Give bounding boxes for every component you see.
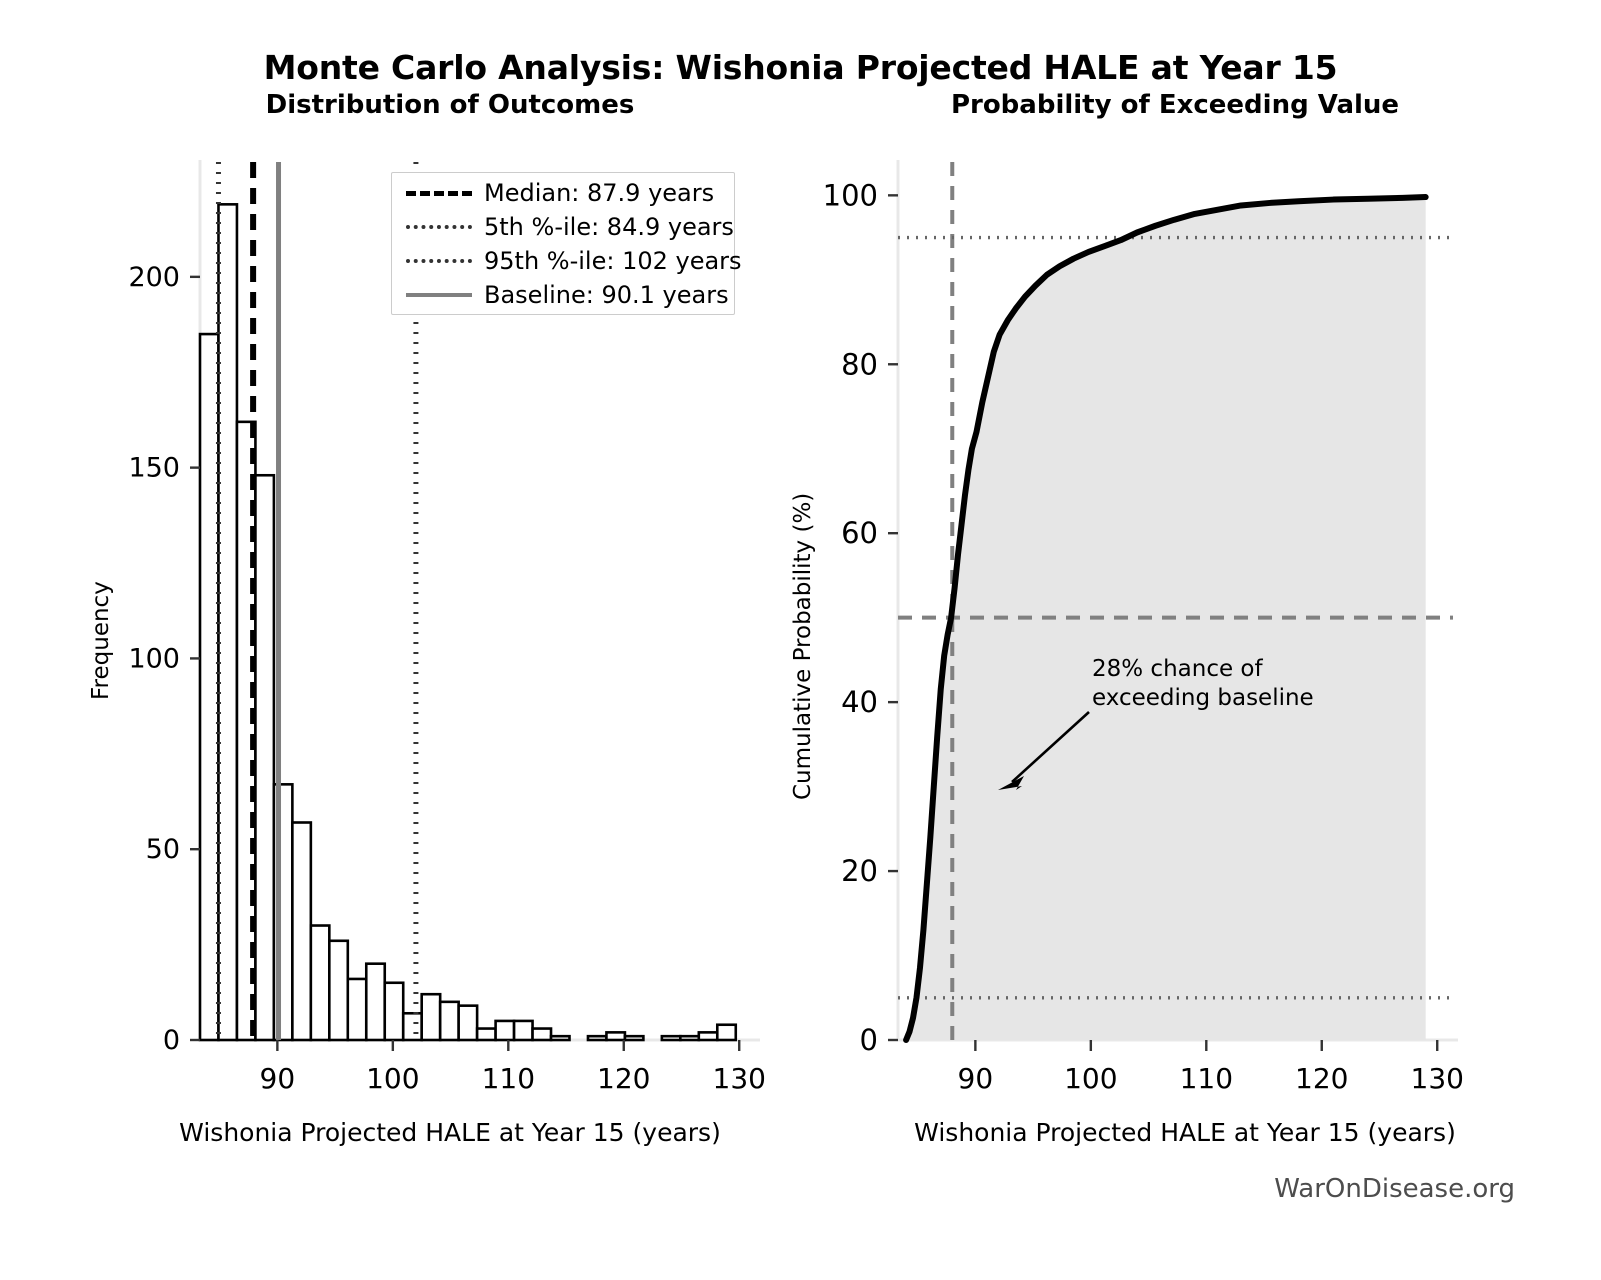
- left-xtick-label: 110: [482, 1062, 535, 1095]
- footer-watermark: WarOnDisease.org: [1274, 1174, 1515, 1204]
- right-ytick-label: 80: [841, 347, 878, 381]
- right-ytick-label: 40: [841, 685, 878, 719]
- left-ytick-label: 150: [128, 453, 180, 484]
- legend-item-baseline: Baseline: 90.1 years: [392, 278, 734, 311]
- left-xlabel: Wishonia Projected HALE at Year 15 (year…: [179, 1118, 721, 1147]
- legend-key-p5-icon: [402, 210, 476, 243]
- left-xtick-label: 120: [597, 1062, 650, 1095]
- histogram-bar: [715, 1023, 738, 1042]
- histogram-bar: [438, 1000, 460, 1042]
- histogram-bar: [198, 332, 220, 1042]
- histogram-bar: [457, 1004, 479, 1042]
- histogram-bar: [217, 203, 239, 1042]
- cdf-annotation-line1: 28% chance of: [1092, 656, 1263, 682]
- left-xtick-label: 100: [366, 1062, 419, 1095]
- left-panel-title: Distribution of Outcomes: [265, 90, 635, 120]
- legend-key-median-icon: [402, 176, 476, 209]
- left-ytick-label: 50: [146, 834, 180, 865]
- histogram-bar: [605, 1031, 627, 1042]
- legend-label-p5: 5th %-ile: 84.9 years: [484, 212, 734, 241]
- left-ylabel: Frequency: [88, 581, 114, 700]
- annotation-arrow-head: [998, 776, 1024, 790]
- legend-label-p95: 95th %-ile: 102 years: [484, 246, 742, 275]
- right-panel-title: Probability of Exceeding Value: [950, 90, 1400, 120]
- legend-item-p95: 95th %-ile: 102 years: [392, 244, 742, 277]
- cdf-annotation: 28% chance of exceeding baseline: [1092, 655, 1314, 713]
- histogram-bar: [586, 1034, 608, 1042]
- right-xtick-label: 90: [958, 1062, 994, 1095]
- annotation-arrow-shaft: [1011, 711, 1090, 783]
- histogram-bar: [494, 1019, 516, 1042]
- right-ytick-label: 100: [823, 178, 878, 212]
- right-xtick-label: 120: [1295, 1062, 1348, 1095]
- histogram-bar: [660, 1034, 682, 1042]
- right-xtick-label: 100: [1064, 1062, 1117, 1095]
- right-xlabel: Wishonia Projected HALE at Year 15 (year…: [914, 1118, 1456, 1147]
- legend-item-median: Median: 87.9 years: [392, 176, 734, 209]
- histogram-bar: [697, 1031, 719, 1042]
- legend-label-median: Median: 87.9 years: [484, 178, 715, 207]
- cdf-annotation-line2: exceeding baseline: [1092, 684, 1314, 711]
- histogram-bar: [309, 924, 331, 1042]
- right-ytick-label: 60: [841, 516, 878, 550]
- right-xtick-label: 110: [1180, 1062, 1233, 1095]
- cdf-curve: [903, 194, 1429, 1043]
- histogram-bar: [346, 977, 368, 1042]
- figure-suptitle: Monte Carlo Analysis: Wishonia Projected…: [263, 48, 1338, 87]
- cdf-annotation-arrow: [998, 711, 1090, 790]
- histogram-bar: [383, 981, 405, 1042]
- left-panel-legend: Median: 87.9 years 5th %-ile: 84.9 years…: [391, 172, 742, 315]
- left-xtick-label: 90: [260, 1062, 296, 1095]
- left-plot-area: 0 50 100 150 200 90 100 110 120 130: [128, 160, 766, 1095]
- histogram-bar: [328, 939, 350, 1042]
- right-ytick-label: 20: [841, 854, 878, 888]
- left-xtick-label: 130: [713, 1062, 766, 1095]
- right-ytick-label: 0: [860, 1023, 878, 1057]
- legend-key-baseline-icon: [402, 278, 476, 311]
- histogram-bar: [291, 821, 313, 1042]
- left-ytick-label: 0: [163, 1025, 180, 1056]
- legend-label-baseline: Baseline: 90.1 years: [484, 280, 729, 309]
- right-xtick-label: 130: [1411, 1062, 1464, 1095]
- histogram-bar: [254, 473, 276, 1042]
- legend-item-p5: 5th %-ile: 84.9 years: [392, 210, 734, 243]
- histogram-bar: [512, 1019, 534, 1042]
- right-plot-area: 0 20 40 60 80 100 90 100 110 120 130: [823, 160, 1464, 1095]
- left-ytick-label: 200: [128, 262, 180, 293]
- histogram-bar: [623, 1034, 645, 1042]
- histogram-bar: [679, 1034, 701, 1042]
- histogram-bar: [475, 1027, 497, 1042]
- histogram-bar: [549, 1034, 571, 1042]
- left-ytick-label: 100: [128, 643, 180, 674]
- histogram-bar: [420, 992, 442, 1042]
- right-ylabel: Cumulative Probability (%): [790, 492, 816, 800]
- histogram-bar: [364, 962, 387, 1042]
- histogram-bar: [531, 1027, 553, 1042]
- legend-key-p95-icon: [402, 244, 476, 277]
- histogram-bar: [401, 1011, 423, 1042]
